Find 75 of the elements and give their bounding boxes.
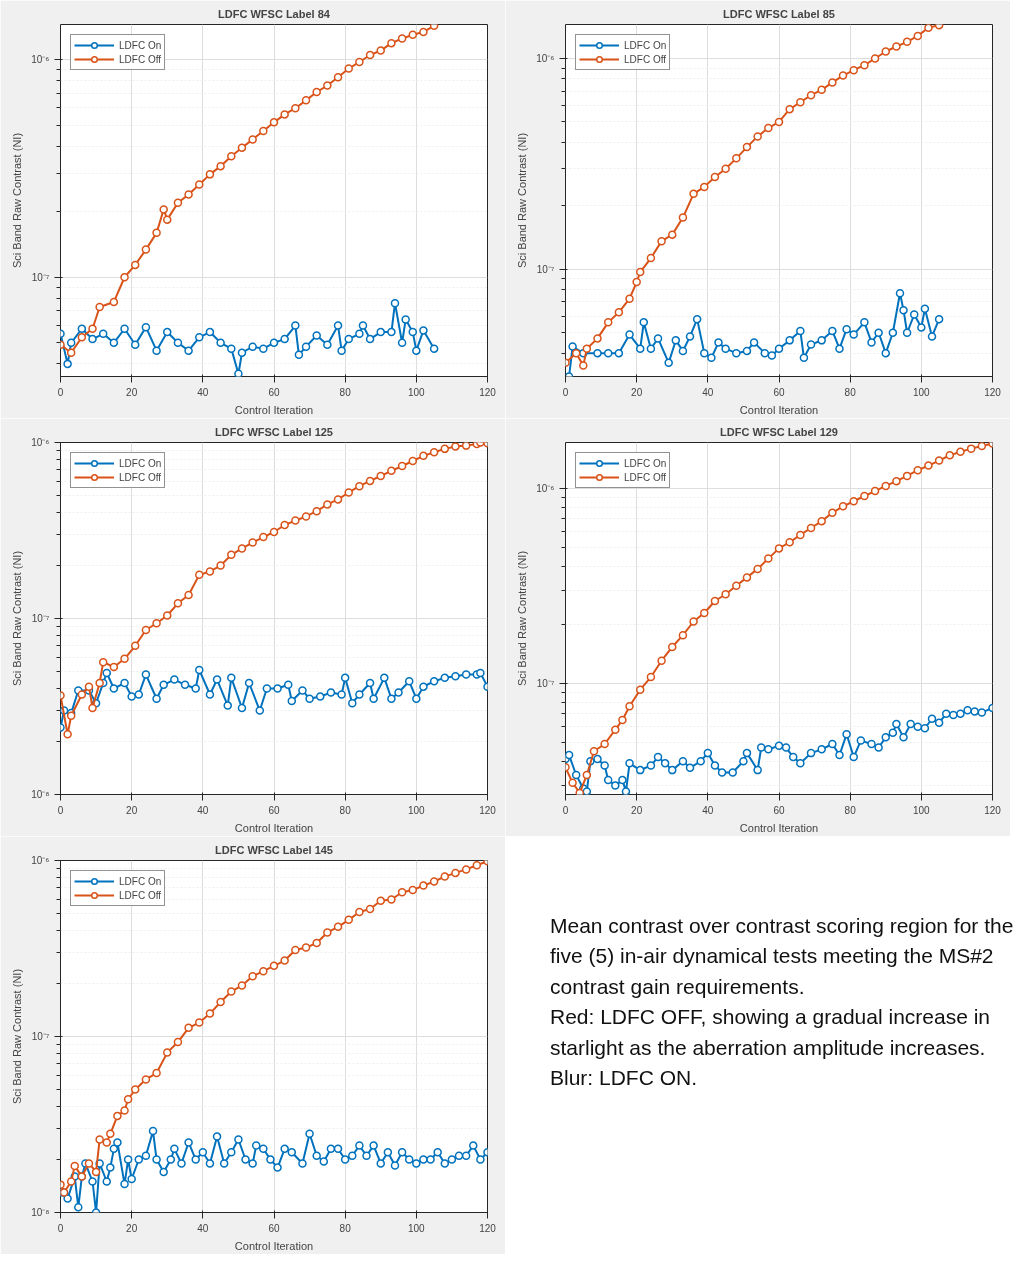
x-tick-label: 80 bbox=[844, 386, 857, 398]
y-tick-label: 10⁻⁷ bbox=[31, 613, 50, 624]
x-tick-label: 80 bbox=[844, 804, 857, 816]
legend-label: LDFC On bbox=[624, 457, 667, 469]
y-axis-title: Sci Band Raw Contrast (NI) bbox=[11, 132, 24, 269]
legend-label: LDFC Off bbox=[624, 471, 667, 483]
x-axis-title: Control Iteration bbox=[234, 1239, 314, 1252]
x-tick-label: 0 bbox=[57, 1222, 64, 1234]
x-axis-title: Control Iteration bbox=[739, 821, 819, 834]
y-tick-label: 10⁻⁷ bbox=[536, 678, 555, 690]
x-tick-label: 100 bbox=[407, 386, 426, 398]
y-tick-label: 10⁻⁸ bbox=[31, 789, 50, 800]
legend-label: LDFC On bbox=[624, 39, 667, 51]
x-tick-label: 40 bbox=[197, 1222, 209, 1234]
x-tick-label: 100 bbox=[912, 804, 931, 816]
y-tick-label: 10⁻⁶ bbox=[31, 437, 50, 448]
x-tick-label: 60 bbox=[268, 386, 280, 398]
y-tick-label: 10⁻⁸ bbox=[31, 1207, 50, 1218]
x-tick-label: 80 bbox=[339, 1222, 352, 1234]
x-tick-label: 20 bbox=[126, 386, 138, 398]
x-tick-label: 80 bbox=[339, 386, 352, 398]
y-axis-title: Sci Band Raw Contrast (NI) bbox=[516, 132, 529, 269]
legend-label: LDFC On bbox=[119, 39, 162, 51]
x-axis-title: Control Iteration bbox=[234, 403, 314, 416]
x-tick-label: 0 bbox=[562, 804, 569, 816]
y-tick-label: 10⁻⁷ bbox=[31, 271, 50, 283]
x-tick-label: 60 bbox=[773, 804, 785, 816]
x-tick-label: 100 bbox=[912, 386, 931, 398]
y-axis-title: Sci Band Raw Contrast (NI) bbox=[11, 968, 24, 1105]
legend-label: LDFC Off bbox=[119, 53, 162, 65]
x-tick-label: 100 bbox=[407, 1222, 426, 1234]
x-tick-label: 40 bbox=[197, 804, 209, 816]
x-axis-title: Control Iteration bbox=[739, 403, 819, 416]
legend-label: LDFC Off bbox=[119, 889, 162, 901]
y-tick-label: 10⁻⁷ bbox=[31, 1031, 50, 1042]
x-tick-label: 120 bbox=[479, 1222, 497, 1234]
x-tick-label: 20 bbox=[631, 386, 643, 398]
text: Mean contrast over contrast scoring region for the five (5) in-air dynamical tests meeting the MS#2 contrast gain requirements. bbox=[550, 913, 1015, 1000]
x-tick-label: 40 bbox=[197, 386, 209, 398]
x-tick-label: 120 bbox=[984, 804, 1002, 816]
x-tick-label: 20 bbox=[126, 1222, 138, 1234]
y-axis-title: Sci Band Raw Contrast (NI) bbox=[11, 550, 24, 687]
legend-label: LDFC Off bbox=[119, 471, 162, 483]
x-tick-label: 80 bbox=[339, 804, 352, 816]
y-tick-label: 10⁻⁶ bbox=[536, 53, 555, 65]
x-tick-label: 20 bbox=[126, 804, 138, 816]
x-tick-label: 0 bbox=[57, 386, 64, 398]
text: Red: LDFC OFF, showing a gradual increase in starlight as the aberration amplitude increases. bbox=[550, 1004, 992, 1061]
y-tick-label: 10⁻⁶ bbox=[31, 855, 50, 866]
chart-title: LDFC WFSC Label 129 bbox=[720, 425, 838, 438]
chart-title: LDFC WFSC Label 145 bbox=[215, 843, 333, 856]
legend-label: LDFC On bbox=[119, 875, 162, 887]
x-tick-label: 40 bbox=[702, 386, 714, 398]
y-tick-label: 10⁻⁶ bbox=[31, 54, 50, 66]
y-tick-label: 10⁻⁶ bbox=[536, 482, 555, 494]
x-tick-label: 60 bbox=[268, 1222, 280, 1234]
x-tick-label: 100 bbox=[407, 804, 426, 816]
x-tick-label: 0 bbox=[562, 386, 569, 398]
chart-title: LDFC WFSC Label 125 bbox=[215, 425, 333, 438]
chart-title: LDFC WFSC Label 84 bbox=[218, 7, 331, 20]
x-tick-label: 120 bbox=[479, 386, 497, 398]
x-tick-label: 120 bbox=[984, 386, 1002, 398]
text: Blur: LDFC ON. bbox=[550, 1065, 699, 1092]
legend-label: LDFC Off bbox=[624, 53, 667, 65]
y-tick-label: 10⁻⁷ bbox=[536, 263, 555, 275]
x-tick-label: 120 bbox=[479, 804, 497, 816]
legend-label: LDFC On bbox=[119, 457, 162, 469]
x-tick-label: 60 bbox=[268, 804, 280, 816]
x-tick-label: 60 bbox=[773, 386, 785, 398]
x-tick-label: 0 bbox=[57, 804, 64, 816]
x-axis-title: Control Iteration bbox=[234, 821, 314, 834]
y-axis-title: Sci Band Raw Contrast (NI) bbox=[516, 550, 529, 687]
x-tick-label: 20 bbox=[631, 804, 643, 816]
chart-title: LDFC WFSC Label 85 bbox=[723, 7, 835, 20]
x-tick-label: 40 bbox=[702, 804, 714, 816]
